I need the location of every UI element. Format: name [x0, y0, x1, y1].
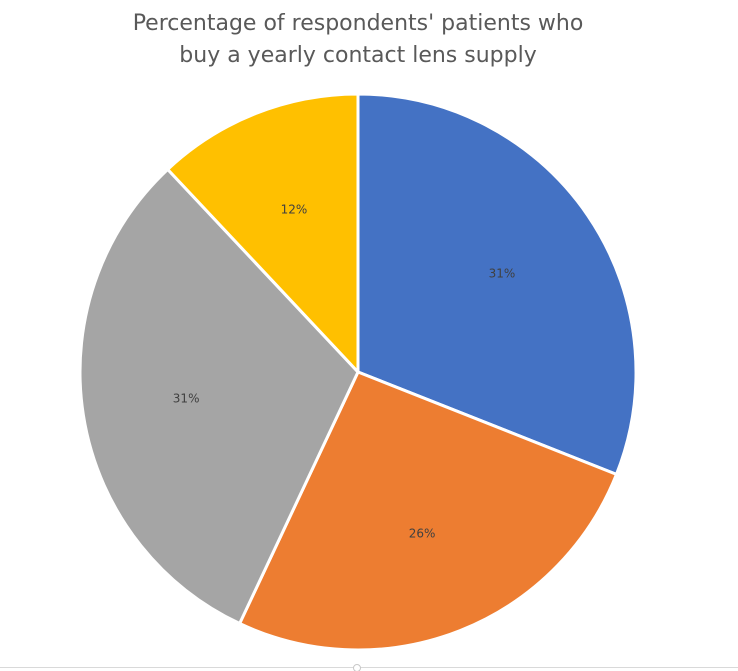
- pie-slice-2: [238, 370, 618, 652]
- chart-title-line-2: buy a yearly contact lens supply: [179, 43, 537, 68]
- pie-slice-label-4: 12%: [281, 203, 308, 217]
- pie-slice-4: [166, 92, 360, 374]
- pie-slice-3: [78, 167, 360, 626]
- chart-title-line-1: Percentage of respondents' patients who: [132, 11, 584, 36]
- chart-title: Percentage of respondents' patients who …: [0, 8, 716, 72]
- pie-slice-1: [356, 92, 638, 476]
- divider-line: [0, 667, 738, 668]
- pie-slice-label-2: 26%: [409, 526, 436, 540]
- pie-slice-label-3: 31%: [173, 392, 200, 406]
- pie-slice-label-1: 31%: [489, 267, 516, 281]
- resize-handle[interactable]: [353, 664, 361, 671]
